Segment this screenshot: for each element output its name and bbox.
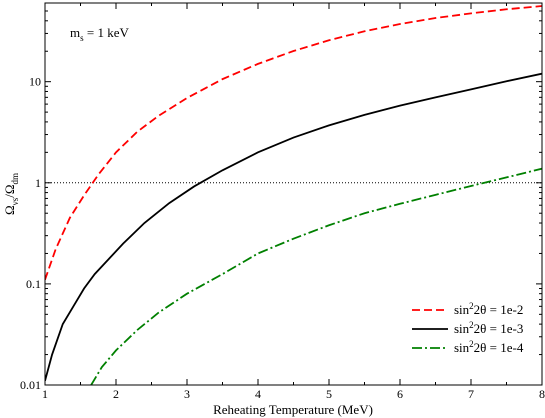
y-axis-title: Ωνs/Ωdm — [2, 173, 20, 215]
legend-label-3: sin22θ = 1e-4 — [454, 339, 524, 355]
y-tick-label: 0.01 — [20, 378, 41, 392]
legend-label-pre: sin — [454, 321, 470, 336]
x-tick-label: 1 — [42, 387, 48, 401]
series-layer — [45, 5, 542, 385]
x-tick-label: 5 — [326, 387, 332, 401]
legend-label-1: sin22θ = 1e-2 — [454, 301, 523, 317]
x-tick-label: 7 — [468, 387, 474, 401]
legend-label-sup: 2 — [469, 301, 474, 311]
legend-label-pre: sin — [454, 302, 470, 317]
series-line-1 — [45, 5, 542, 281]
y-title-mid: /Ω — [2, 184, 17, 197]
y-title-sub1: νs — [10, 197, 20, 205]
legend-label-2: sin22θ = 1e-3 — [454, 320, 523, 336]
y-tick-label: 1 — [35, 176, 41, 190]
legend-label-sup: 2 — [469, 339, 474, 349]
annotation-rest: = 1 keV — [84, 25, 130, 40]
legend-label-post: 2θ = 1e-2 — [474, 302, 524, 317]
x-axis-ticks: 1 2 3 4 5 6 7 8 — [42, 3, 545, 401]
x-tick-label: 3 — [184, 387, 190, 401]
y-title-sub2: dm — [10, 173, 20, 185]
series-line-2 — [45, 72, 542, 382]
x-tick-label: 8 — [539, 387, 545, 401]
y-title-main: Ω — [2, 205, 17, 215]
legend-label-post: 2θ = 1e-3 — [474, 321, 524, 336]
mass-annotation: ms = 1 keV — [70, 25, 129, 43]
annotation-main: m — [70, 25, 80, 40]
x-tick-label: 6 — [397, 387, 403, 401]
x-axis-title: Reheating Temperature (MeV) — [213, 402, 373, 417]
legend-label-pre: sin — [454, 340, 470, 355]
x-tick-label: 4 — [255, 387, 261, 401]
legend-label-sup: 2 — [469, 320, 474, 330]
y-tick-label: 0.1 — [26, 277, 41, 291]
legend-label-post: 2θ = 1e-4 — [474, 340, 524, 355]
y-axis-ticks: 0.01 0.1 1 10 — [20, 2, 542, 392]
annotation-subscript: s — [80, 33, 84, 43]
x-tick-label: 2 — [113, 387, 119, 401]
y-tick-label: 10 — [29, 75, 41, 89]
series-line-3 — [90, 167, 542, 385]
